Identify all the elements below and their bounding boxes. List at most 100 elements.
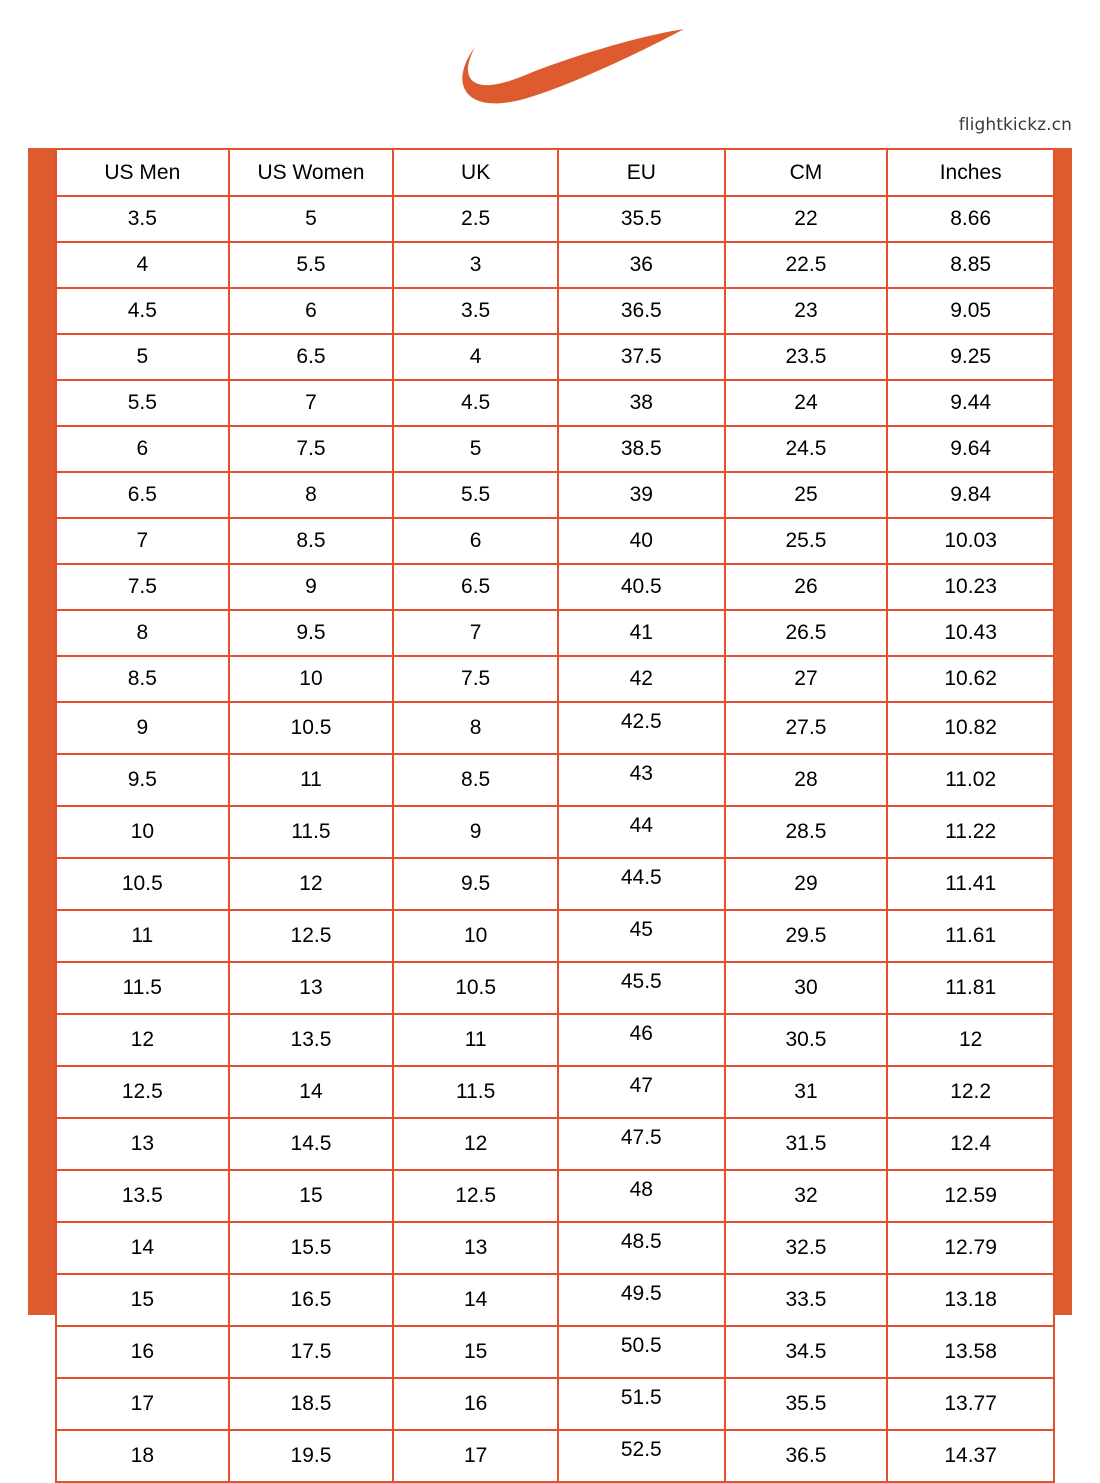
cell-eu: 49.5 — [556, 1273, 726, 1327]
cell-uk: 16 — [392, 1377, 559, 1431]
cell-us-women: 15 — [227, 1169, 395, 1223]
cell-eu: 45 — [556, 909, 726, 963]
cell-cm: 23.5 — [723, 333, 889, 381]
cell-cm: 29 — [723, 857, 889, 911]
cell-uk: 7 — [392, 609, 559, 657]
cell-cm: 30.5 — [723, 1013, 889, 1067]
cell-us-women: 9.5 — [227, 609, 395, 657]
cell-uk: 17 — [392, 1429, 559, 1483]
table-row: 5 6.5 4 37.5 23.5 9.25 — [55, 333, 1055, 381]
cell-cm: 25 — [723, 471, 889, 519]
cell-uk: 8 — [392, 701, 559, 755]
cell-uk: 5.5 — [392, 471, 559, 519]
table-row: 3.5 5 2.5 35.5 22 8.66 — [55, 195, 1055, 243]
table-row: 12 13.5 11 46 30.5 12 — [55, 1013, 1055, 1067]
table-row: 14 15.5 13 48.5 32.5 12.79 — [55, 1221, 1055, 1275]
cell-us-men: 8 — [55, 609, 230, 657]
cell-us-women: 8 — [227, 471, 395, 519]
cell-us-women: 14.5 — [227, 1117, 395, 1171]
table-row: 4 5.5 3 36 22.5 8.85 — [55, 241, 1055, 289]
cell-uk: 9 — [392, 805, 559, 859]
cell-uk: 4 — [392, 333, 559, 381]
cell-us-women: 13.5 — [227, 1013, 395, 1067]
cell-inches: 13.77 — [886, 1377, 1055, 1431]
cell-eu: 36.5 — [556, 287, 726, 335]
cell-us-women: 5.5 — [227, 241, 395, 289]
table-row: 17 18.5 16 51.5 35.5 13.77 — [55, 1377, 1055, 1431]
cell-inches: 9.84 — [886, 471, 1055, 519]
cell-us-men: 5 — [55, 333, 230, 381]
cell-us-women: 9 — [227, 563, 395, 611]
cell-us-women: 7 — [227, 379, 395, 427]
cell-uk: 10.5 — [392, 961, 559, 1015]
cell-inches: 12.79 — [886, 1221, 1055, 1275]
cell-inches: 13.18 — [886, 1273, 1055, 1327]
cell-eu: 51.5 — [556, 1377, 726, 1431]
cell-eu: 40 — [556, 517, 726, 565]
cell-inches: 8.66 — [886, 195, 1055, 243]
cell-inches: 12.4 — [886, 1117, 1055, 1171]
cell-us-men: 14 — [55, 1221, 230, 1275]
cell-us-men: 10 — [55, 805, 230, 859]
cell-uk: 11 — [392, 1013, 559, 1067]
cell-us-women: 14 — [227, 1065, 395, 1119]
cell-eu: 45.5 — [556, 961, 726, 1015]
column-header-uk: UK — [392, 148, 559, 197]
column-header-us-men: US Men — [55, 148, 230, 197]
cell-us-women: 12 — [227, 857, 395, 911]
cell-eu: 35.5 — [556, 195, 726, 243]
cell-inches: 9.44 — [886, 379, 1055, 427]
cell-inches: 12.2 — [886, 1065, 1055, 1119]
cell-cm: 27 — [723, 655, 889, 703]
cell-eu: 38.5 — [556, 425, 726, 473]
cell-uk: 14 — [392, 1273, 559, 1327]
cell-us-women: 5 — [227, 195, 395, 243]
cell-us-men: 16 — [55, 1325, 230, 1379]
cell-cm: 31 — [723, 1065, 889, 1119]
table-row: 10 11.5 9 44 28.5 11.22 — [55, 805, 1055, 859]
cell-uk: 10 — [392, 909, 559, 963]
cell-eu: 44.5 — [556, 857, 726, 911]
cell-cm: 24.5 — [723, 425, 889, 473]
table-row: 18 19.5 17 52.5 36.5 14.37 — [55, 1429, 1055, 1483]
cell-us-men: 9.5 — [55, 753, 230, 807]
cell-eu: 47 — [556, 1065, 726, 1119]
cell-eu: 50.5 — [556, 1325, 726, 1379]
cell-inches: 10.43 — [886, 609, 1055, 657]
cell-cm: 33.5 — [723, 1273, 889, 1327]
cell-eu: 39 — [556, 471, 726, 519]
cell-uk: 8.5 — [392, 753, 559, 807]
nike-swoosh-icon — [452, 26, 684, 112]
table-row: 13.5 15 12.5 48 32 12.59 — [55, 1169, 1055, 1223]
cell-us-men: 15 — [55, 1273, 230, 1327]
table-row: 11 12.5 10 45 29.5 11.61 — [55, 909, 1055, 963]
column-header-eu: EU — [556, 148, 726, 197]
table-row: 15 16.5 14 49.5 33.5 13.18 — [55, 1273, 1055, 1327]
cell-us-men: 4 — [55, 241, 230, 289]
table-row: 9 10.5 8 42.5 27.5 10.82 — [55, 701, 1055, 755]
cell-cm: 31.5 — [723, 1117, 889, 1171]
cell-us-men: 3.5 — [55, 195, 230, 243]
cell-us-men: 10.5 — [55, 857, 230, 911]
table-row: 6 7.5 5 38.5 24.5 9.64 — [55, 425, 1055, 473]
cell-us-men: 18 — [55, 1429, 230, 1483]
cell-cm: 29.5 — [723, 909, 889, 963]
cell-us-women: 10 — [227, 655, 395, 703]
cell-uk: 7.5 — [392, 655, 559, 703]
cell-us-men: 17 — [55, 1377, 230, 1431]
cell-uk: 2.5 — [392, 195, 559, 243]
left-accent-band — [28, 148, 55, 1315]
cell-us-men: 8.5 — [55, 655, 230, 703]
cell-us-men: 7 — [55, 517, 230, 565]
cell-inches: 8.85 — [886, 241, 1055, 289]
logo-header: flightkickz.cn — [0, 0, 1100, 148]
cell-us-men: 5.5 — [55, 379, 230, 427]
cell-inches: 11.61 — [886, 909, 1055, 963]
table-row: 12.5 14 11.5 47 31 12.2 — [55, 1065, 1055, 1119]
cell-uk: 12.5 — [392, 1169, 559, 1223]
cell-us-women: 17.5 — [227, 1325, 395, 1379]
cell-uk: 6.5 — [392, 563, 559, 611]
cell-uk: 11.5 — [392, 1065, 559, 1119]
cell-eu: 38 — [556, 379, 726, 427]
table-row: 4.5 6 3.5 36.5 23 9.05 — [55, 287, 1055, 335]
